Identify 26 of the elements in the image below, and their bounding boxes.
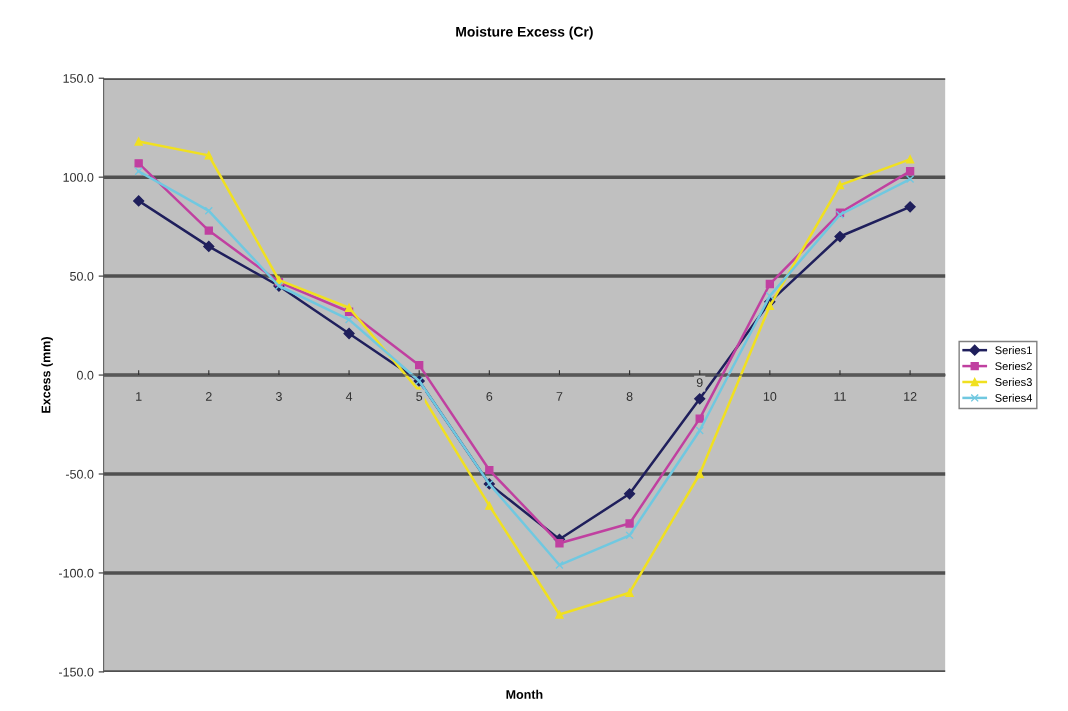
chart-title: Moisture Excess (Cr): [456, 26, 593, 40]
legend-label: Series2: [995, 361, 1032, 371]
legend-label: Series4: [995, 393, 1033, 402]
x-tick-label: 10: [763, 392, 777, 401]
legend-label: Series1: [995, 346, 1032, 355]
x-tick-label: 5: [416, 392, 423, 401]
x-tick-label: 9: [696, 378, 703, 388]
x-tick-label: 12: [904, 392, 917, 401]
x-tick-label: 2: [205, 392, 212, 401]
x-tick-label: 8: [626, 392, 633, 401]
y-tick-label: 50.0: [70, 271, 94, 281]
x-tick-label: 3: [275, 392, 282, 401]
x-axis-title: Month: [506, 689, 543, 699]
y-tick-label: -100.0: [58, 568, 94, 578]
x-tick-label: 7: [556, 392, 563, 401]
x-tick-label: 1: [136, 392, 142, 401]
x-tick-label: 6: [486, 392, 493, 401]
y-tick-label: 150.0: [63, 74, 94, 83]
legend-label: Series3: [995, 377, 1032, 386]
y-tick-label: -50.0: [65, 469, 94, 479]
x-tick-label: 4: [345, 392, 353, 401]
x-tick-label: 11: [834, 392, 846, 401]
y-tick-label: -150.0: [58, 667, 94, 677]
y-tick-label: 0.0: [76, 370, 94, 380]
y-tick-label: 100.0: [63, 172, 94, 182]
y-axis-title: Excess (mm): [41, 337, 53, 413]
